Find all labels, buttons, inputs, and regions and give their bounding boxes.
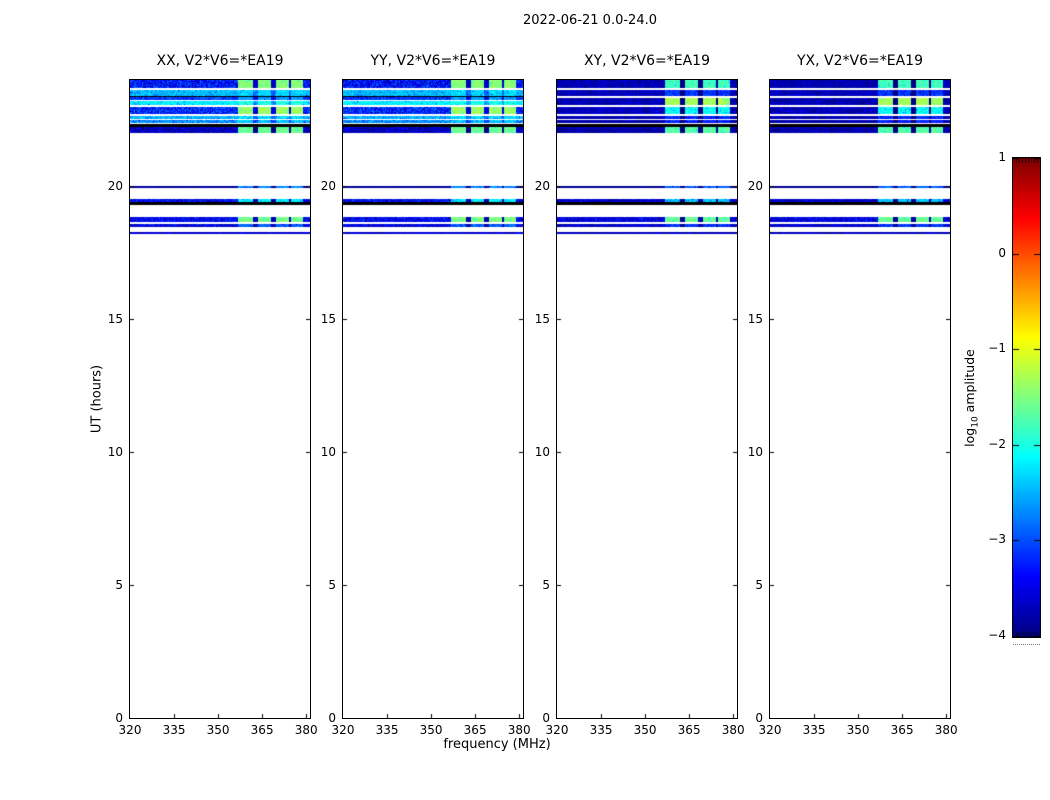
x-tick-label: 335 xyxy=(376,722,399,738)
colorbar-label: log10 amplitude xyxy=(962,349,981,447)
x-tick-label: 350 xyxy=(207,722,230,738)
y-axis-label: UT (hours) xyxy=(90,365,105,433)
colorbar-tick-label: 1 xyxy=(972,149,1006,165)
x-tick-label: 320 xyxy=(332,722,355,738)
colorbar xyxy=(1012,157,1041,638)
y-tick-label: 5 xyxy=(89,577,123,593)
x-tick-label: 320 xyxy=(546,722,569,738)
panel-title-yy: YY, V2*V6=*EA19 xyxy=(371,53,496,69)
colorbar-tick-label: −3 xyxy=(972,531,1006,547)
figure: 2022-06-21 0.0-24.0 UT (hours) frequency… xyxy=(0,0,1050,800)
x-tick-label: 335 xyxy=(803,722,826,738)
y-tick-label: 5 xyxy=(302,577,336,593)
colorbar-tick-label: 0 xyxy=(972,245,1006,261)
x-tick-label: 320 xyxy=(759,722,782,738)
y-tick-label: 20 xyxy=(89,178,123,194)
x-tick-label: 365 xyxy=(464,722,487,738)
spectrogram-panel-yy xyxy=(342,79,524,719)
y-tick-label: 5 xyxy=(516,577,550,593)
panel-title-yx: YX, V2*V6=*EA19 xyxy=(797,53,923,69)
y-tick-label: 5 xyxy=(729,577,763,593)
y-tick-label: 15 xyxy=(89,311,123,327)
colorbar-tick-label: −4 xyxy=(972,627,1006,643)
y-tick-label: 10 xyxy=(302,444,336,460)
x-tick-label: 380 xyxy=(935,722,958,738)
x-tick-label: 350 xyxy=(634,722,657,738)
y-tick-label: 20 xyxy=(516,178,550,194)
spectrogram-panel-xx xyxy=(129,79,311,719)
colorbar-label-subscript: 10 xyxy=(970,416,980,427)
x-axis-label: frequency (MHz) xyxy=(443,737,550,752)
x-tick-label: 350 xyxy=(847,722,870,738)
x-tick-label: 335 xyxy=(163,722,186,738)
y-tick-label: 15 xyxy=(516,311,550,327)
x-tick-label: 335 xyxy=(590,722,613,738)
spectrogram-panel-xy xyxy=(556,79,738,719)
y-tick-label: 20 xyxy=(302,178,336,194)
x-tick-label: 365 xyxy=(678,722,701,738)
x-tick-label: 365 xyxy=(251,722,274,738)
x-tick-label: 320 xyxy=(119,722,142,738)
y-tick-label: 15 xyxy=(729,311,763,327)
y-tick-label: 10 xyxy=(89,444,123,460)
colorbar-extend-divider xyxy=(1013,644,1040,645)
figure-title: 2022-06-21 0.0-24.0 xyxy=(523,13,657,28)
y-tick-label: 15 xyxy=(302,311,336,327)
x-tick-label: 350 xyxy=(420,722,443,738)
panel-title-xy: XY, V2*V6=*EA19 xyxy=(584,53,710,69)
y-tick-label: 10 xyxy=(516,444,550,460)
x-tick-label: 365 xyxy=(891,722,914,738)
y-tick-label: 20 xyxy=(729,178,763,194)
colorbar-tick-label: −2 xyxy=(972,436,1006,452)
colorbar-label-suffix: amplitude xyxy=(962,349,977,416)
y-tick-label: 10 xyxy=(729,444,763,460)
panel-title-xx: XX, V2*V6=*EA19 xyxy=(156,53,283,69)
spectrogram-panel-yx xyxy=(769,79,951,719)
colorbar-tick-label: −1 xyxy=(972,340,1006,356)
